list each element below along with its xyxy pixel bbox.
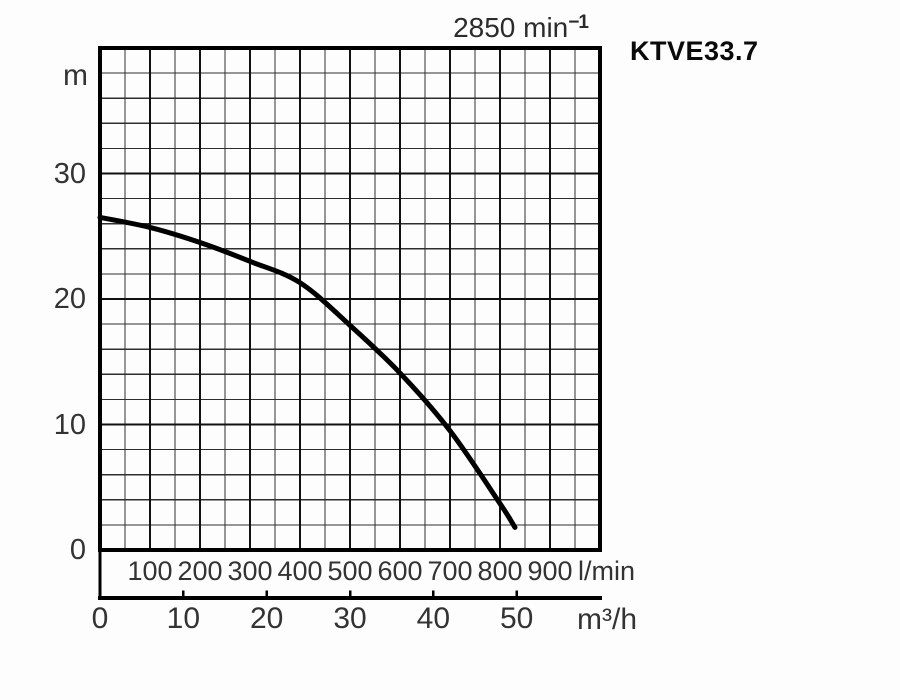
y-tick-label: 10 [53,408,86,441]
y-tick-label: 0 [69,534,86,566]
m3h-tick-label: 40 [416,602,451,635]
rpm-exponent: −1 [568,12,589,33]
m3h-tick-label: 50 [499,602,534,635]
m3h-tick-label: 0 [91,602,109,635]
rpm-value: 2850 min [453,12,569,43]
lmin-tick-label: 900 [527,556,573,586]
plot-border [98,46,602,552]
lmin-tick-label: 400 [277,556,323,586]
model-label: KTVE33.7 [630,36,759,66]
lmin-tick-label: 500 [327,556,373,586]
m3h-tick-label: 30 [333,602,367,635]
lmin-tick-label: 800 [477,556,523,586]
lmin-tick-label: 100 [127,556,173,586]
m3h-tick-label: 20 [249,602,284,635]
m3h-tick-label: 10 [166,602,201,635]
grid-major-lines [100,48,600,550]
lmin-tick-label: 700 [427,556,473,586]
y-tick-label: 30 [53,157,86,190]
m3h-axis-unit: m³/h [577,603,637,636]
lmin-tick-label: 300 [227,556,273,586]
rpm-title: 2850 min−1 [438,12,603,44]
m3h-axis-line [98,552,602,600]
y-axis-unit: m [63,59,88,92]
lmin-tick-label: 200 [177,556,223,586]
head-curve-path [97,214,518,530]
lmin-axis-unit: l/min [578,556,636,586]
lmin-tick-label: 600 [377,556,423,586]
y-tick-label: 20 [53,283,86,315]
pump-head-curve [97,214,518,530]
